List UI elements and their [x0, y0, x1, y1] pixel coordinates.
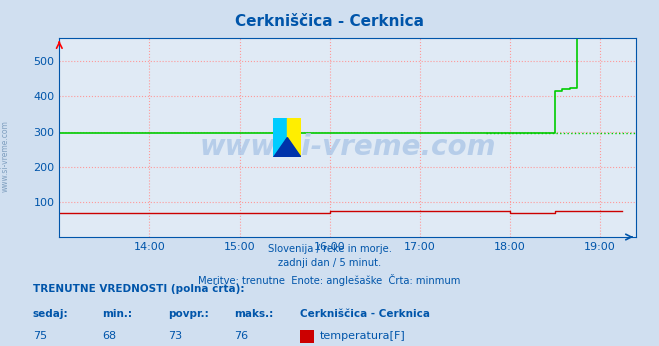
Text: www.si-vreme.com: www.si-vreme.com [200, 134, 496, 162]
Bar [273, 118, 287, 157]
Text: sedaj:: sedaj: [33, 309, 69, 319]
Text: povpr.:: povpr.: [168, 309, 209, 319]
Text: 75: 75 [33, 331, 47, 341]
Text: TRENUTNE VREDNOSTI (polna črta):: TRENUTNE VREDNOSTI (polna črta): [33, 284, 244, 294]
Bar [287, 118, 301, 157]
Text: www.si-vreme.com: www.si-vreme.com [1, 120, 10, 192]
Text: temperatura[F]: temperatura[F] [320, 331, 405, 341]
Text: min.:: min.: [102, 309, 132, 319]
Text: Cerkniščica - Cerknica: Cerkniščica - Cerknica [300, 309, 430, 319]
Text: 76: 76 [234, 331, 248, 341]
Text: Cerkniščica - Cerknica: Cerkniščica - Cerknica [235, 14, 424, 29]
Text: Slovenija / reke in morje.
zadnji dan / 5 minut.
Meritve: trenutne  Enote: angle: Slovenija / reke in morje. zadnji dan / … [198, 244, 461, 286]
Polygon shape [273, 137, 301, 157]
Text: maks.:: maks.: [234, 309, 273, 319]
Text: 73: 73 [168, 331, 182, 341]
Text: 68: 68 [102, 331, 116, 341]
